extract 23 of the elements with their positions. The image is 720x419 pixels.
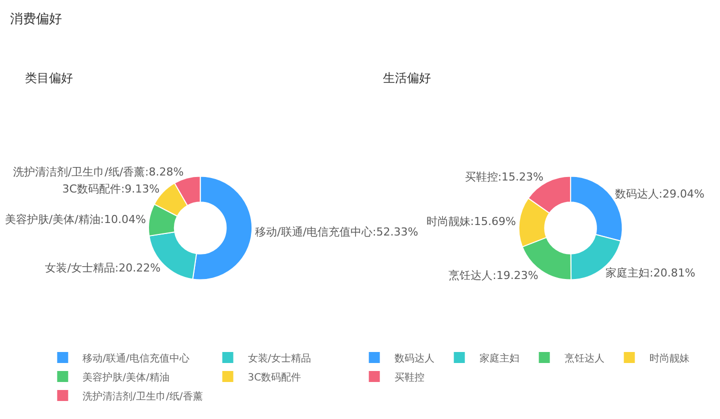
data-label: 3C数码配件:9.13%: [62, 182, 160, 196]
data-label: 家庭主妇:20.81%: [606, 266, 696, 280]
legend-label: 买鞋控: [394, 371, 424, 384]
chart-title: 生活偏好: [383, 71, 431, 85]
legend-label: 数码达人: [394, 352, 434, 364]
legend-label: 洗护清洁剂/卫生巾/纸/香薰: [82, 390, 203, 402]
data-label: 美容护肤/美体/精油:10.04%: [4, 213, 146, 226]
data-label: 烹饪达人:19.23%: [448, 268, 538, 282]
data-label: 数码达人:29.04%: [614, 187, 704, 200]
legend-label: 烹饪达人: [564, 352, 604, 364]
legend-label: 3C数码配件: [248, 372, 302, 384]
legend-label: 移动/联通/电信充值中心: [82, 352, 190, 364]
data-label: 时尚靓妹:15.69%: [426, 215, 516, 228]
data-label: 洗护清洁剂/卫生巾/纸/香薰:8.28%: [12, 165, 184, 178]
legend-label: 时尚靓妹: [649, 352, 690, 364]
data-label: 女装/女士精品:20.22%: [45, 262, 161, 275]
data-label: 移动/联通/电信充值中心:52.33%: [255, 225, 418, 238]
legend-label: 美容护肤/美体/精油: [82, 371, 170, 384]
text: 消费偏好: [10, 12, 62, 27]
data-label: 买鞋控:15.23%: [464, 170, 544, 184]
chart-title: 类目偏好: [25, 71, 73, 85]
legend-label: 女装/女士精品: [248, 352, 312, 364]
legend-label: 家庭主妇: [479, 352, 520, 364]
